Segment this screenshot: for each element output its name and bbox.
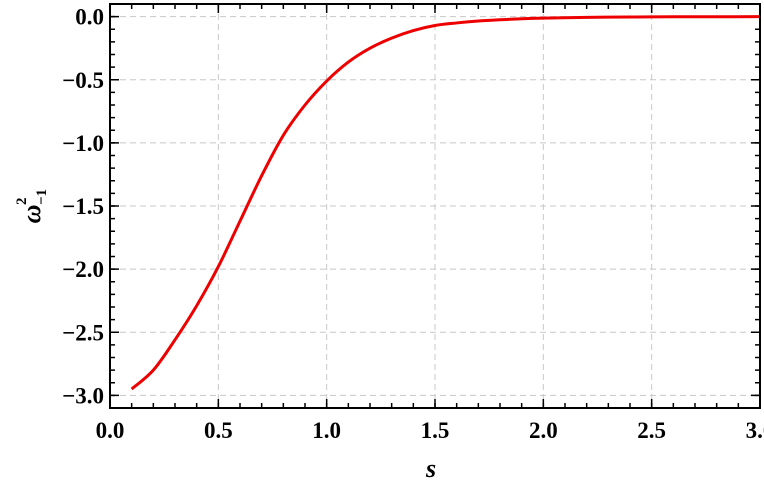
y-tick-label: −0.5 <box>62 68 104 93</box>
y-tick-label: −3.0 <box>62 383 104 408</box>
x-tick-label: 2.0 <box>529 418 558 443</box>
grid-lines <box>109 4 761 408</box>
y-axis-label: ω 2 −1 <box>14 189 50 223</box>
series-line-0 <box>130 15 761 391</box>
x-tick-labels: 0.0 0.5 1.0 1.5 2.0 2.5 3.0 <box>96 418 764 443</box>
x-tick-label: 0.0 <box>96 418 125 443</box>
y-tick-label: 0.0 <box>75 5 104 30</box>
x-tick-label: 3.0 <box>746 418 764 443</box>
y-axis-label-superscript: 2 <box>14 198 30 206</box>
series-layer <box>130 15 761 391</box>
y-tick-labels: 0.0 −0.5 −1.0 −1.5 −2.0 −2.5 −3.0 <box>62 5 104 409</box>
plot-frame <box>109 3 761 409</box>
y-axis-label-subscript: −1 <box>34 189 50 205</box>
y-axis-label-symbol: ω <box>17 205 46 224</box>
x-axis-label: s <box>425 454 436 483</box>
y-tick-label: −1.0 <box>62 131 104 156</box>
y-tick-label: −2.0 <box>62 257 104 282</box>
x-tick-label: 1.0 <box>312 418 341 443</box>
y-tick-label: −2.5 <box>62 320 104 345</box>
x-tick-label: 2.5 <box>637 418 666 443</box>
x-tick-label: 0.5 <box>204 418 233 443</box>
x-tick-label: 1.5 <box>421 418 450 443</box>
y-tick-label: −1.5 <box>62 194 104 219</box>
